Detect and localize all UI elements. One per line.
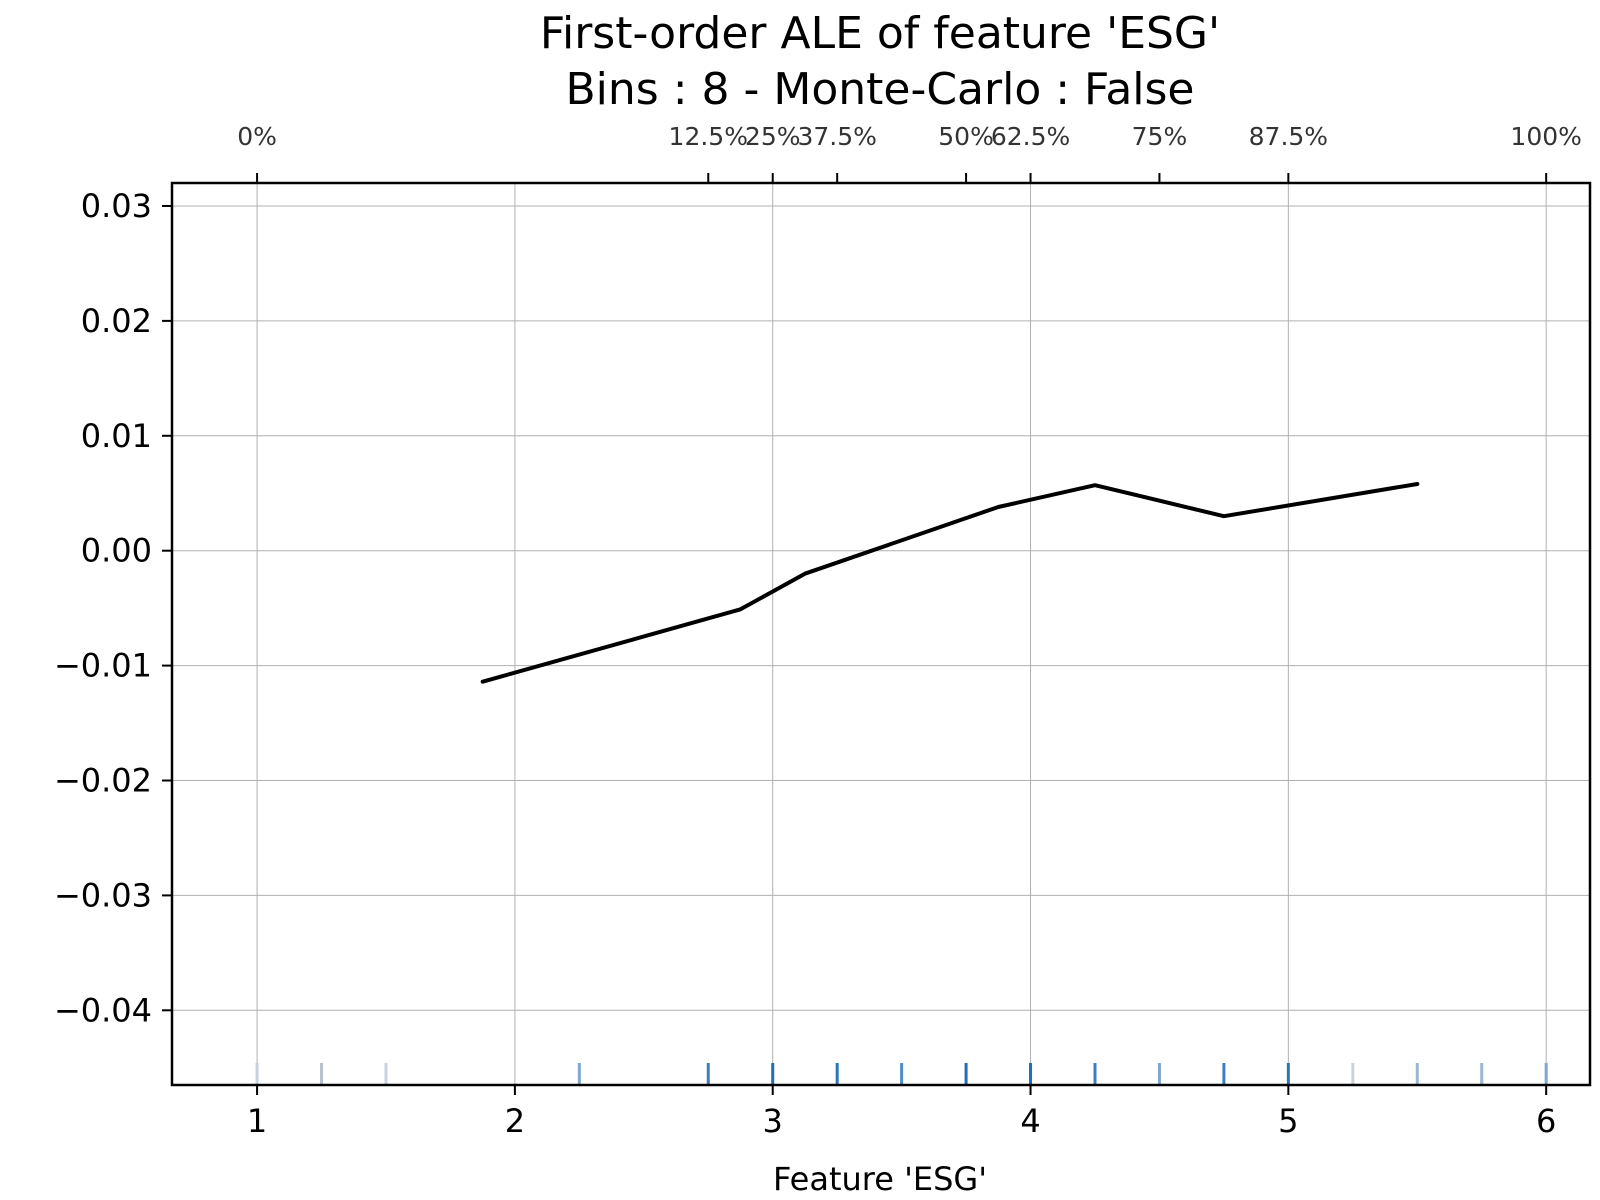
quantile-tick-label: 75% [1132,122,1188,151]
y-tick-label: −0.03 [54,876,152,914]
y-tick-label: 0.00 [81,532,152,570]
plot-frame [170,181,1592,1087]
y-axis: 0.03 0.02 0.01 0.00 −0.01 −0.02 −0.03 −0.04 [54,187,172,1029]
ale-line [480,482,1420,684]
x-axis: 1 2 3 4 5 6 [247,1085,1556,1140]
y-tick-label: −0.04 [54,991,152,1029]
quantile-tick-label: 62.5% [991,122,1070,151]
quantile-tick-label: 50% [938,122,994,151]
quantile-tick-label: 12.5% [669,122,748,151]
y-tick-label: −0.01 [54,647,152,685]
quantile-tick-label: 25% [745,122,801,151]
x-axis-label: Feature 'ESG' [773,1160,987,1198]
grid [172,183,1590,1085]
quantile-axis: 0% 12.5%25%37.5% 50%62.5% 75% 87.5% 100% [237,122,1582,183]
rug-marks [255,1063,1548,1085]
y-tick-label: 0.03 [81,187,152,225]
chart-title: First-order ALE of feature 'ESG' [540,8,1220,59]
x-tick-label: 1 [247,1102,267,1140]
x-tick-label: 5 [1278,1102,1298,1140]
y-tick-label: 0.01 [81,417,152,455]
x-tick-label: 2 [505,1102,525,1140]
quantile-tick-label: 87.5% [1249,122,1328,151]
y-tick-label: −0.02 [54,762,152,800]
quantile-tick-label: 0% [237,122,277,151]
y-tick-label: 0.02 [81,302,152,340]
x-tick-label: 3 [763,1102,783,1140]
quantile-tick-label: 37.5% [797,122,876,151]
chart-subtitle: Bins : 8 - Monte-Carlo : False [566,64,1195,115]
x-tick-label: 6 [1536,1102,1556,1140]
series-group [480,482,1420,684]
quantile-tick-label: 100% [1510,122,1581,151]
x-tick-label: 4 [1020,1102,1040,1140]
